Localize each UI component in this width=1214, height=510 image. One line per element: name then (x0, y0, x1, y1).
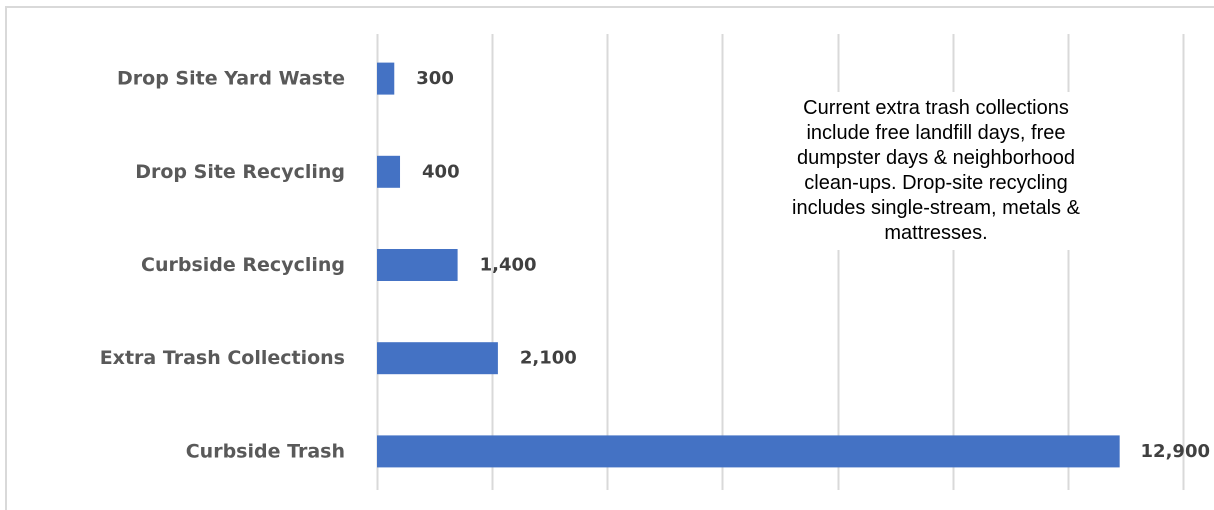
value-label: 400 (422, 161, 460, 182)
chart-border-top (5, 6, 1214, 8)
bar (377, 435, 1120, 468)
category-label: Curbside Trash (186, 440, 345, 462)
chart-border-left (5, 6, 7, 510)
chart-annotation: Current extra trash collections include … (766, 92, 1106, 250)
value-labels: 300 400 1,400 2,100 12,900 (416, 68, 1210, 462)
value-label: 300 (416, 68, 454, 89)
bar (377, 62, 395, 95)
value-label: 12,900 (1141, 441, 1210, 462)
category-label: Curbside Recycling (141, 254, 345, 276)
category-label: Drop Site Yard Waste (117, 68, 345, 90)
category-label: Drop Site Recycling (135, 161, 345, 183)
bar (377, 155, 401, 188)
bars (377, 62, 1120, 468)
bar (377, 249, 458, 281)
value-label: 2,100 (520, 348, 577, 369)
category-labels: Drop Site Yard Waste Drop Site Recycling C… (100, 68, 345, 463)
value-label: 1,400 (480, 255, 537, 276)
category-label: Extra Trash Collections (100, 347, 345, 369)
bar (377, 342, 498, 375)
